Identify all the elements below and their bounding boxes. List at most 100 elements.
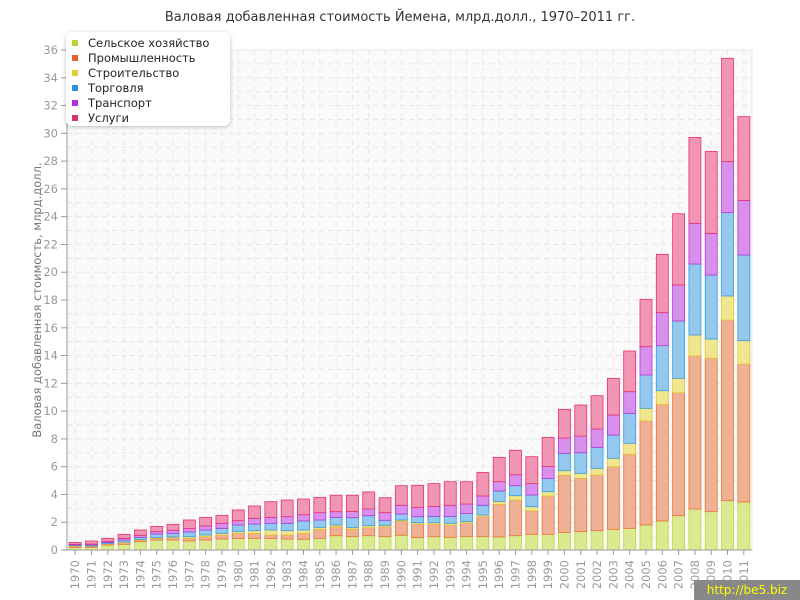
bar-segment-5: Услуги 1984: 1.13	[297, 498, 310, 516]
bar-segment-1: Промышленность 1987: 0.55	[346, 528, 359, 538]
bar-segment-1: Промышленность 1993: 0.89	[443, 524, 457, 538]
bar-segment-0: Сельское хозяйство 1981: 0.84	[248, 537, 261, 551]
chart-title: Валовая добавленная стоимость Йемена, мл…	[164, 10, 636, 25]
bar-segment-5: Услуги 1994: 1.61	[460, 481, 473, 505]
bar-segment-3: Торговля 2005: 2.4	[639, 374, 653, 409]
bar-segment-1: Промышленность 2006: 8.4	[655, 403, 669, 522]
bar-segment-4: Транспорт 2005: 2.04	[639, 346, 653, 376]
bar-segment-3: Торговля 1983: 0.53	[280, 522, 294, 532]
x-tick-label: 2002	[590, 560, 604, 589]
bar-segment-4: Транспорт 1988: 0.48	[362, 508, 376, 517]
bar-segment-1: Промышленность 1984: 0.43	[297, 532, 310, 540]
legend-label: Промышленность	[88, 51, 196, 65]
bar-segment-5: Услуги 1979: 0.58	[215, 514, 229, 524]
legend-swatch	[72, 40, 78, 46]
bar-segment-4: Транспорт 1978: 0.29	[199, 525, 213, 531]
bar-segment-0: Сельское хозяйство 1996: 0.94	[492, 536, 506, 551]
bar-segment-4: Транспорт 1996: 0.67	[492, 481, 506, 492]
bar-segment-3: Торговля 2000: 1.25	[558, 452, 571, 472]
legend-item-agriculture[interactable]: Сельское хозяйство	[72, 36, 209, 51]
bar-segment-4: Транспорт 1997: 0.79	[509, 474, 522, 487]
bar-segment-3: Торговля 1992: 0.45	[427, 515, 441, 524]
bar-segment-4: Транспорт 1999: 0.88	[541, 465, 555, 480]
bar-segment-0: Сельское хозяйство 1976: 0.72	[166, 539, 180, 551]
x-tick-label: 2005	[639, 560, 653, 589]
bar-segment-5: Услуги 1995: 1.7	[476, 471, 490, 497]
bar-segment-3: Торговля 1987: 0.7	[346, 517, 359, 528]
x-tick-label: 1988	[362, 560, 376, 589]
bar-segment-0: Сельское хозяйство 1994: 0.96	[460, 536, 473, 551]
bar-segment-4: Транспорт 2002: 1.32	[590, 428, 604, 448]
bar-segment-1: Промышленность 1999: 2.76	[541, 495, 555, 535]
bar-segment-5: Услуги 2002: 2.4	[590, 395, 604, 430]
legend-item-services[interactable]: Услуги	[72, 111, 130, 126]
bar-segment-0: Сельское хозяйство 2010: 3.55	[721, 500, 734, 551]
bar-segment-5: Услуги 1990: 1.41	[394, 485, 408, 506]
bar-segment-0: Сельское хозяйство 2005: 1.8	[639, 524, 653, 551]
x-tick-label: 2000	[557, 560, 571, 589]
bar-segment-0: Сельское хозяйство 2011: 3.46	[737, 501, 751, 551]
bar-segment-0: Сельское хозяйство 1986: 1.03	[329, 535, 343, 551]
bar-segment-2: Строительство 2011: 1.68	[737, 340, 751, 365]
x-tick-label: 2004	[623, 560, 637, 589]
legend-item-industry[interactable]: Промышленность	[72, 51, 196, 66]
y-tick-label: 8	[51, 432, 58, 446]
watermark-link[interactable]: http://be5.biz	[694, 580, 800, 600]
bar-segment-5: Услуги 2003: 2.64	[606, 377, 620, 416]
bar-segment-5: Услуги 1978: 0.62	[199, 516, 213, 527]
y-tick-label: 2	[51, 515, 58, 529]
bar-segment-4: Транспорт 2006: 2.38	[655, 312, 669, 347]
bar-segment-5: Услуги 1977: 0.62	[182, 519, 196, 530]
bar-segment-1: Промышленность 1982: 0.26	[264, 534, 278, 540]
bar-segment-0: Сельское хозяйство 2009: 2.76	[704, 511, 718, 551]
y-tick-label: 26	[43, 182, 58, 196]
bar-segment-4: Транспорт 1994: 0.69	[460, 503, 473, 515]
bar-segment-3: Торговля 1980: 0.48	[231, 524, 245, 533]
bar-segment-5: Услуги 1972: 0.22	[101, 537, 115, 542]
x-tick-label: 1999	[541, 560, 555, 589]
bar-segment-2: Строительство 2006: 0.98	[655, 390, 669, 405]
bar-segment-4: Транспорт 1991: 0.65	[411, 507, 425, 518]
legend-label: Транспорт	[88, 96, 152, 110]
bar-segment-5: Услуги 2010: 7.44	[721, 57, 734, 163]
bar-segment-3: Торговля 1976: 0.26	[166, 532, 180, 538]
bar-segment-2: Строительство 2001: 0.36	[574, 472, 588, 479]
y-tick-label: 24	[43, 210, 58, 224]
x-tick-label: 2007	[672, 560, 686, 589]
legend-item-trade[interactable]: Торговля	[72, 81, 143, 96]
bar-segment-0: Сельское хозяйство 1985: 0.84	[313, 537, 327, 551]
bar-segment-3: Торговля 2010: 6	[721, 212, 734, 297]
bar-segment-5: Услуги 1989: 1.08	[378, 497, 392, 514]
bar-segment-5: Услуги 1988: 1.23	[362, 491, 376, 510]
bar-segment-4: Транспорт 2007: 2.59	[672, 284, 686, 322]
x-tick-label: 1974	[133, 560, 147, 589]
y-tick-label: 30	[43, 126, 58, 140]
bar-segment-4: Транспорт 1998: 0.82	[525, 483, 539, 496]
bar-segment-4: Транспорт 1986: 0.41	[329, 511, 343, 518]
bar-segment-1: Промышленность 2004: 5.33	[623, 453, 637, 529]
y-tick-label: 22	[43, 237, 58, 251]
bar-segment-5: Услуги 1974: 0.38	[133, 529, 147, 536]
bar-segment-0: Сельское хозяйство 2007: 2.47	[672, 515, 686, 551]
bar-segment-5: Услуги 1980: 0.77	[231, 509, 245, 522]
bar-segment-4: Транспорт 1993: 0.8	[443, 504, 457, 517]
bar-segment-1: Промышленность 1998: 1.68	[525, 510, 539, 535]
bar-segment-5: Услуги 2001: 2.24	[574, 404, 588, 437]
bar-segment-1: Промышленность 1994: 0.98	[460, 522, 473, 538]
bar-segment-1: Промышленность 2002: 4.01	[590, 474, 604, 532]
bar-segment-0: Сельское хозяйство 1990: 1.06	[394, 534, 408, 551]
bar-segment-0: Сельское хозяйство 1988: 1.03	[362, 535, 376, 551]
bar-segment-2: Строительство 2008: 1.51	[688, 334, 702, 357]
bar-segment-3: Торговля 1979: 0.36	[215, 527, 229, 534]
bar-segment-0: Сельское хозяйство 1982: 0.82	[264, 538, 278, 551]
legend-label: Услуги	[88, 111, 130, 125]
bar-segment-1: Промышленность 1990: 1.03	[394, 520, 408, 536]
bar-segment-5: Услуги 2000: 2.07	[558, 408, 571, 439]
bar-segment-0: Сельское хозяйство 1992: 0.96	[427, 536, 441, 551]
legend-item-transport[interactable]: Транспорт	[72, 96, 152, 111]
bar-segment-0: Сельское хозяйство 1987: 0.96	[346, 536, 359, 551]
bar-segment-4: Транспорт 2009: 3	[704, 232, 718, 276]
legend-item-construction[interactable]: Строительство	[72, 66, 179, 81]
bar-segment-0: Сельское хозяйство 1998: 1.13	[525, 533, 539, 551]
x-tick-label: 1973	[117, 560, 131, 589]
